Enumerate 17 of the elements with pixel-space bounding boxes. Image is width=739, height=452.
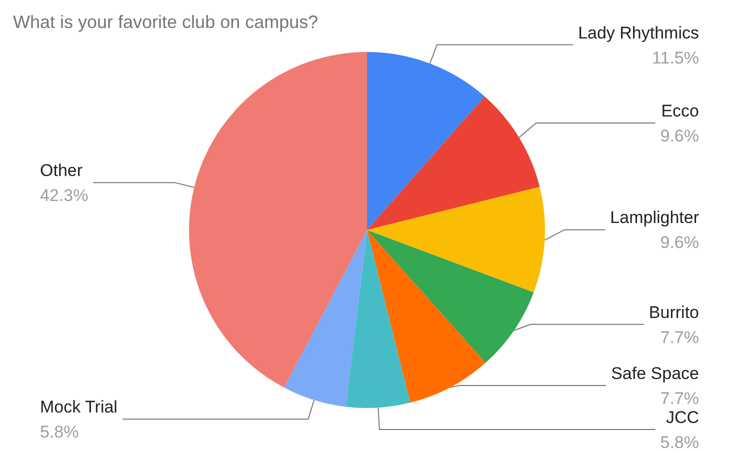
slice-label: Mock Trial	[40, 398, 118, 417]
slice-label: Lamplighter	[610, 208, 700, 228]
slice-label: Lady Rhythmics	[578, 23, 699, 42]
chart-title: What is your favorite club on campus?	[13, 12, 318, 32]
slice-label: Burrito	[648, 302, 699, 322]
slice-label: Ecco	[661, 102, 699, 121]
data-label: 9.6%	[660, 126, 699, 146]
data-label: 9.6%	[660, 233, 699, 252]
slice-label: Other	[40, 161, 83, 180]
data-label: 5.8%	[660, 433, 699, 452]
data-label: 5.8%	[40, 422, 79, 442]
data-label: 7.7%	[660, 328, 699, 347]
data-label: 7.7%	[660, 389, 699, 408]
slice-label: JCC	[666, 408, 699, 427]
slice-label: Safe Space	[611, 364, 699, 383]
data-label: 11.5%	[652, 48, 699, 68]
data-label: 42.3%	[40, 186, 88, 206]
